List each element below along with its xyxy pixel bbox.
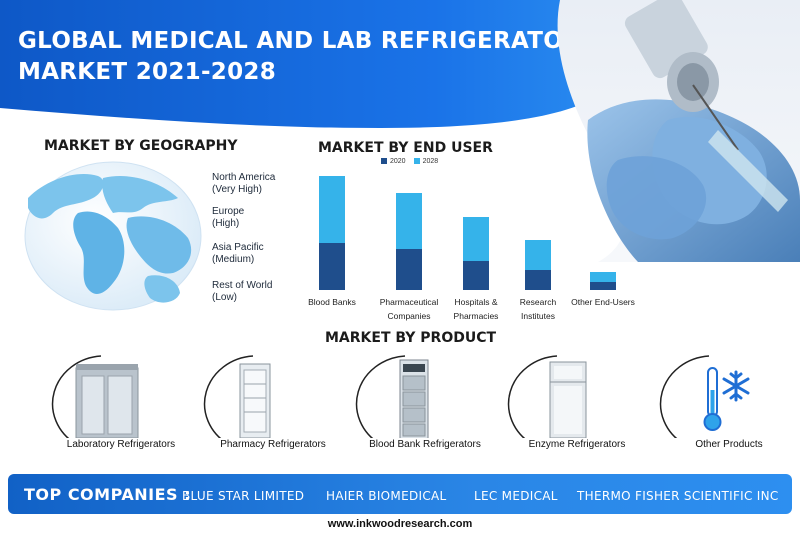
enzyme-refrigerator-icon bbox=[507, 355, 587, 445]
gloved-hands-vial-photo bbox=[557, 0, 800, 262]
bar-2020-1 bbox=[396, 249, 422, 290]
region-north-america: North America (Very High) bbox=[212, 172, 276, 195]
bar-2028-3 bbox=[525, 240, 551, 270]
region-rest-of-world: Rest of World (Low) bbox=[212, 280, 273, 303]
thermometer-snowflake-icon bbox=[659, 355, 750, 445]
category-label-4-0: Other End-Users bbox=[571, 297, 635, 307]
bar-2020-0 bbox=[319, 243, 345, 290]
pharmacy-refrigerator-icon bbox=[203, 355, 271, 445]
world-globe-icon bbox=[24, 161, 202, 311]
product-label: Pharmacy Refrigerators bbox=[192, 438, 354, 452]
product-label: Enzyme Refrigerators bbox=[496, 438, 658, 452]
top-companies-bar bbox=[8, 474, 792, 514]
product-label: Laboratory Refrigerators bbox=[40, 438, 202, 452]
end-user-title: MARKET BY END USER bbox=[318, 140, 493, 156]
product-pharmacy-refrigerators: Pharmacy Refrigerators bbox=[192, 352, 354, 452]
company-thermo-fisher: THERMO FISHER SCIENTIFIC INC bbox=[577, 489, 779, 503]
website-url: www.inkwoodresearch.com bbox=[327, 518, 473, 530]
lab-refrigerator-icon bbox=[51, 355, 139, 445]
bar-2020-4 bbox=[590, 282, 616, 290]
geography-legend: North America (Very High) Europe (High) … bbox=[212, 172, 322, 314]
end-user-bar-chart: Blood Banks Pharmaceutical Companies Hospit… bbox=[308, 176, 635, 321]
region-asia-pacific: Asia Pacific (Medium) bbox=[212, 242, 264, 265]
category-label-1-0: Pharmaceutical bbox=[380, 297, 439, 307]
chart-legend: 2020 2028 bbox=[381, 158, 438, 165]
legend-swatch-2020 bbox=[381, 158, 387, 165]
product-laboratory-refrigerators: Laboratory Refrigerators bbox=[40, 352, 202, 452]
product-other-products: Other Products bbox=[648, 352, 800, 452]
product-blood-bank-refrigerators: Blood Bank Refrigerators bbox=[344, 352, 506, 452]
product-label: Blood Bank Refrigerators bbox=[344, 438, 506, 452]
top-companies-label: TOP COMPANIES : bbox=[24, 485, 191, 504]
company-haier-biomedical: HAIER BIOMEDICAL bbox=[326, 489, 447, 503]
bar-2028-1 bbox=[396, 193, 422, 249]
category-label-0-0: Blood Banks bbox=[308, 297, 356, 307]
bar-2028-4 bbox=[590, 272, 616, 282]
page-title: GLOBAL MEDICAL AND LAB REFRIGERATORS MAR… bbox=[18, 26, 598, 88]
blood-bank-refrigerator-icon bbox=[355, 355, 429, 445]
category-label-1-1: Companies bbox=[388, 311, 431, 321]
product-title: MARKET BY PRODUCT bbox=[325, 330, 497, 346]
header-banner bbox=[0, 0, 800, 130]
category-label-3-0: Research bbox=[520, 297, 557, 307]
company-blue-star: BLUE STAR LIMITED bbox=[182, 489, 305, 503]
category-label-2-1: Pharmacies bbox=[454, 311, 499, 321]
legend-item-2028: 2028 bbox=[413, 158, 438, 165]
region-europe: Europe (High) bbox=[212, 206, 245, 229]
bar-2020-3 bbox=[525, 270, 551, 290]
product-label: Other Products bbox=[648, 438, 800, 452]
company-lec-medical: LEC MEDICAL bbox=[474, 489, 558, 503]
legend-item-2020: 2020 bbox=[381, 158, 406, 165]
bar-2020-2 bbox=[463, 261, 489, 290]
title-line-2: MARKET 2021-2028 bbox=[18, 59, 277, 85]
title-line-1: GLOBAL MEDICAL AND LAB REFRIGERATORS bbox=[18, 28, 599, 54]
header-background bbox=[0, 0, 621, 128]
geography-title: MARKET BY GEOGRAPHY bbox=[44, 138, 238, 154]
category-label-3-1: Institutes bbox=[521, 311, 555, 321]
bar-2028-0 bbox=[319, 176, 345, 243]
product-enzyme-refrigerators: Enzyme Refrigerators bbox=[496, 352, 658, 452]
category-label-2-0: Hospitals & bbox=[455, 297, 498, 307]
bar-2028-2 bbox=[463, 217, 489, 261]
legend-swatch-2028 bbox=[413, 158, 420, 165]
